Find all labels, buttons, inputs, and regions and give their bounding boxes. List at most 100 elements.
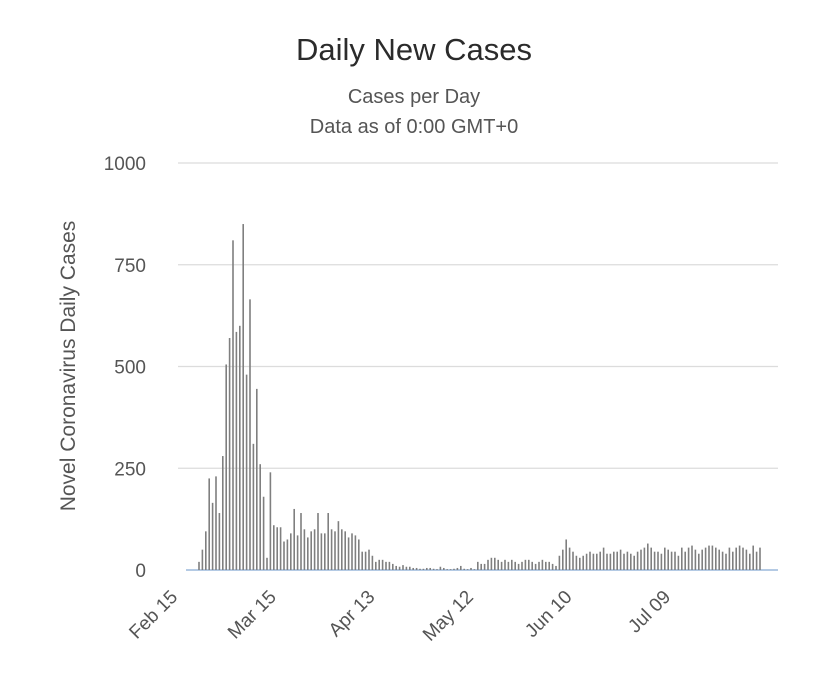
bar: [711, 545, 714, 570]
bar: [548, 561, 550, 570]
bar: [650, 547, 652, 570]
bar: [677, 555, 680, 570]
bar: [521, 561, 523, 570]
bar: [483, 563, 486, 570]
bar: [395, 565, 397, 570]
bar: [752, 545, 754, 570]
bar-layer: [198, 224, 761, 571]
bar: [449, 569, 452, 570]
bar: [538, 561, 540, 570]
bar: [575, 555, 578, 570]
bar: [602, 547, 605, 570]
bar: [208, 478, 210, 570]
bar: [616, 551, 618, 570]
y-tick-label: 1000: [104, 154, 146, 175]
bar: [715, 547, 717, 570]
bar: [307, 537, 309, 570]
bar: [432, 568, 435, 570]
bar: [585, 553, 588, 570]
bar: [388, 561, 391, 570]
bar: [317, 513, 319, 570]
bar: [466, 569, 469, 570]
bar: [609, 553, 612, 570]
bar: [324, 533, 326, 570]
bar: [555, 565, 557, 570]
bar: [201, 549, 204, 570]
bar: [664, 547, 666, 570]
bar: [630, 553, 632, 570]
bar: [334, 531, 336, 570]
bar: [310, 531, 312, 570]
bar: [398, 566, 401, 570]
bar: [235, 331, 238, 570]
bar: [330, 529, 333, 570]
bar: [470, 567, 472, 570]
bar: [439, 566, 442, 570]
chart-subtitle-line-1: Cases per Day: [348, 86, 480, 108]
bar: [402, 565, 404, 570]
bar: [694, 549, 697, 570]
bar: [460, 565, 462, 570]
bar: [327, 513, 329, 570]
y-axis-label: Novel Coronavirus Daily Cases: [57, 221, 80, 512]
bar: [718, 549, 720, 570]
bar: [738, 545, 741, 570]
bar: [381, 559, 384, 570]
bar: [293, 508, 295, 570]
bar: [405, 566, 408, 570]
bar: [228, 338, 231, 570]
bar: [422, 568, 425, 570]
bar: [558, 555, 561, 570]
y-tick-label: 250: [114, 459, 146, 480]
bar: [211, 502, 214, 570]
bar: [358, 539, 360, 570]
bar: [531, 561, 533, 570]
bar: [242, 224, 244, 571]
bar: [667, 549, 669, 570]
bar: [684, 551, 686, 570]
bar: [623, 553, 625, 570]
bar: [262, 496, 265, 570]
bar: [222, 456, 224, 570]
bar: [534, 563, 537, 570]
bar: [198, 561, 200, 570]
bar: [269, 472, 272, 570]
bar: [473, 569, 476, 570]
bar: [511, 559, 513, 570]
y-tick-label: 500: [114, 358, 146, 379]
bar: [504, 559, 506, 570]
bar: [500, 561, 503, 570]
bar: [592, 553, 595, 570]
bar: [626, 551, 629, 570]
bar: [392, 563, 394, 570]
y-tick-label: 0: [135, 561, 146, 582]
bar: [524, 559, 527, 570]
bar: [606, 553, 608, 570]
bar: [341, 529, 343, 570]
bar: [368, 549, 370, 570]
chart-title: Daily New Cases: [296, 32, 532, 67]
x-tick-layer: Feb 15 Mar 15 Apr 13 May 12 Jun 10 Jul 09: [125, 587, 675, 646]
bar: [701, 549, 703, 570]
bar: [507, 561, 510, 570]
bar: [225, 364, 227, 570]
bar: [494, 557, 496, 570]
bar: [704, 547, 707, 570]
bar: [429, 567, 431, 570]
bar: [453, 568, 455, 570]
bar: [514, 561, 516, 570]
bar: [477, 561, 479, 570]
bar: [375, 561, 377, 570]
bar: [613, 551, 615, 570]
bar: [759, 547, 761, 570]
bar: [371, 555, 374, 570]
y-tick-label: 750: [114, 256, 146, 277]
bar: [256, 388, 258, 570]
bar: [698, 553, 700, 570]
bar: [286, 539, 289, 570]
bar: [276, 527, 278, 570]
bar: [487, 559, 489, 570]
x-tick-label: Apr 13: [325, 587, 379, 641]
bar: [732, 551, 734, 570]
